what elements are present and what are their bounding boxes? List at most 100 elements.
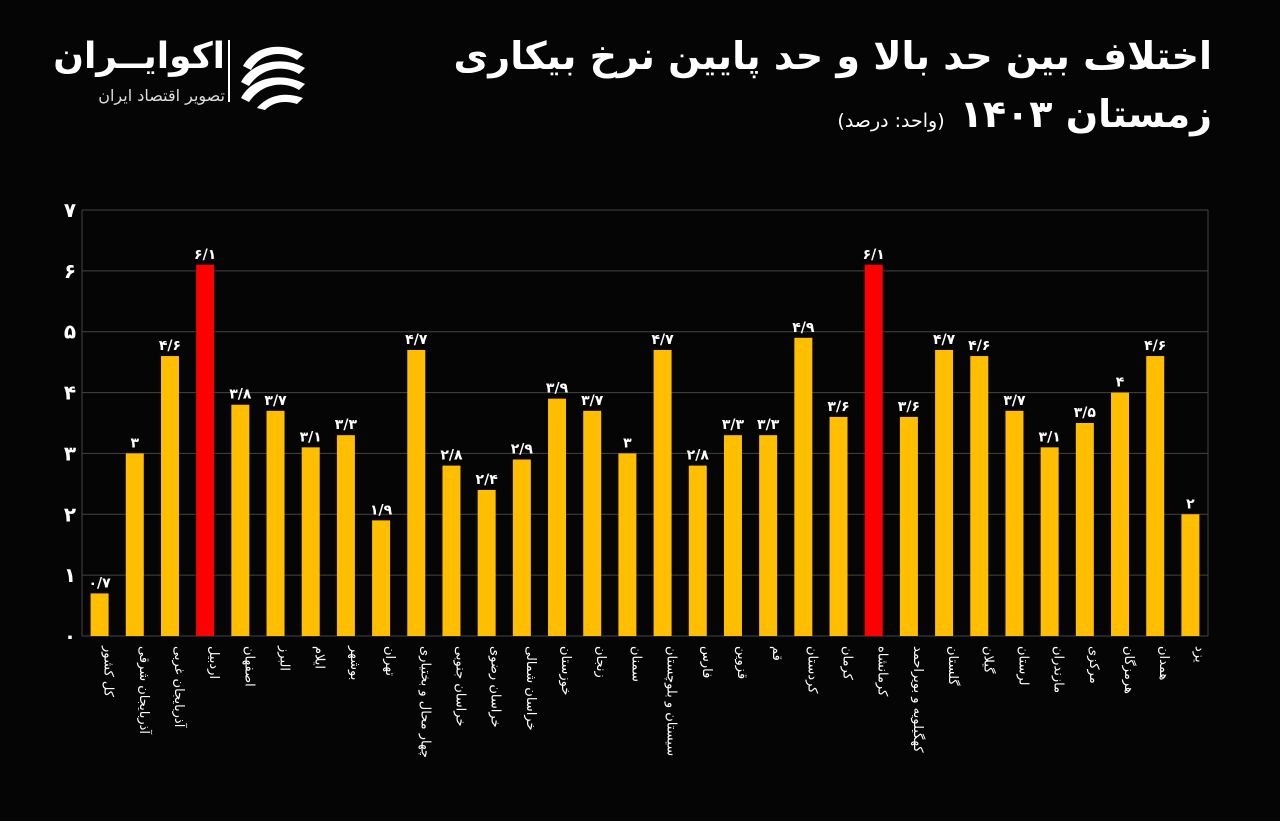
chart-title: اختلاف بین حد بالا و حد پایین نرخ بیکاری: [453, 34, 1212, 78]
data-label: ۳/۳: [335, 417, 358, 433]
bar: [1040, 447, 1059, 636]
bar: [125, 453, 144, 636]
bar: [794, 337, 813, 636]
data-label: ۲: [1186, 496, 1195, 512]
data-label: ۴/۹: [792, 320, 815, 336]
x-tick-label: همدان: [1156, 646, 1171, 680]
data-label: ۳/۸: [229, 387, 252, 403]
x-tick-label: ایلام: [312, 646, 327, 669]
data-label: ۴/۷: [405, 332, 428, 348]
bar: [899, 416, 918, 636]
data-label: ۴/۷: [651, 332, 674, 348]
bar: [266, 410, 285, 636]
y-tick-label: ۷: [64, 198, 76, 222]
x-tick-label: گلستان: [945, 646, 961, 686]
x-tick-label: تهران: [382, 646, 397, 676]
data-label: ۲/۸: [687, 448, 710, 464]
x-tick-label: چهار محال و بختیاری: [417, 646, 432, 758]
data-label: ۶/۱: [863, 247, 885, 263]
data-label: ۱/۹: [370, 502, 393, 518]
x-tick-label: یزد: [1191, 646, 1206, 663]
x-tick-label: قم: [769, 646, 784, 661]
y-tick-label: ۶: [64, 259, 76, 283]
bar: [688, 465, 707, 636]
logo-divider: [228, 40, 230, 102]
y-tick-label: ۳: [64, 441, 76, 465]
x-tick-label: آذربایجان شرقی: [136, 646, 153, 735]
data-label: ۳: [623, 435, 632, 451]
data-label: ۳/۶: [898, 399, 920, 415]
data-label: ۳/۷: [1003, 393, 1026, 409]
x-tick-label: سمنان: [628, 646, 643, 682]
y-tick-label: ۰: [64, 624, 76, 648]
x-tick-label: کرمان: [840, 646, 855, 681]
x-tick-label: مازندران: [1051, 646, 1066, 693]
bar: [759, 435, 778, 636]
data-label: ۳/۱: [300, 429, 322, 445]
data-label: ۴/۶: [1144, 338, 1166, 354]
x-tick-label: البرز: [277, 645, 292, 671]
data-label: ۴/۷: [933, 332, 956, 348]
bar: [196, 264, 215, 636]
x-tick-label: خوزستان: [558, 646, 573, 695]
data-label: ۲/۴: [476, 472, 499, 488]
data-label: ۴/۶: [968, 338, 990, 354]
brand-name: اکوایــران: [53, 36, 225, 77]
bar: [864, 264, 883, 636]
bar: [336, 435, 355, 636]
bar: [160, 356, 179, 636]
data-label: ۲/۸: [440, 448, 463, 464]
unit-label: (واحد: درصد): [837, 110, 945, 132]
bar: [231, 404, 250, 636]
data-label: ۳/۶: [827, 399, 849, 415]
bar: [1181, 514, 1200, 636]
x-tick-label: اصفهان: [241, 646, 256, 687]
bar: [301, 447, 320, 636]
x-tick-label: خراسان جنوبی: [452, 646, 467, 726]
x-tick-label: فارس: [699, 646, 714, 678]
data-label: ۳: [131, 435, 140, 451]
bar: [512, 459, 531, 636]
bar: [1005, 410, 1024, 636]
bar: [1111, 392, 1130, 636]
bar: [407, 349, 426, 636]
bar: [935, 349, 954, 636]
data-label: ۳/۱: [1039, 429, 1061, 445]
x-tick-label: اردبیل: [206, 646, 221, 679]
ecoiran-logo-icon: [241, 46, 305, 110]
bar: [90, 593, 109, 636]
bar: [477, 489, 496, 636]
subtitle-row: زمستان ۱۴۰۳ (واحد: درصد): [837, 92, 1212, 136]
x-tick-label: خراسان شمالی: [523, 646, 538, 731]
data-label: ۳/۷: [581, 393, 604, 409]
x-tick-label: خراسان رضوی: [488, 646, 503, 728]
x-tick-label: بوشهر: [347, 645, 362, 680]
bar: [723, 435, 742, 636]
data-label: ۴/۶: [159, 338, 181, 354]
bar: [1146, 356, 1165, 636]
data-label: ۳/۵: [1074, 405, 1097, 421]
bar: [1075, 423, 1094, 636]
bar: [653, 349, 672, 636]
bar: [372, 520, 391, 636]
bar: [970, 356, 989, 636]
x-tick-label: مرکزی: [1086, 646, 1101, 684]
y-tick-label: ۱: [64, 563, 76, 587]
brand-logo: اکوایــران تصویر اقتصاد ایران: [50, 34, 320, 114]
data-label: ۳/۷: [264, 393, 287, 409]
x-tick-label: کرمانشاه: [875, 646, 890, 697]
x-tick-label: آذربایجان غربی: [171, 646, 188, 729]
x-tick-label: زنجان: [593, 646, 608, 678]
bar: [548, 398, 567, 636]
x-tick-label: کردستان: [804, 646, 819, 694]
data-label: ۳/۳: [722, 417, 745, 433]
bar: [829, 416, 848, 636]
data-label: ۰/۷: [88, 575, 111, 591]
chart-subtitle: زمستان ۱۴۰۳: [959, 92, 1212, 136]
brand-tagline: تصویر اقتصاد ایران: [98, 86, 225, 105]
y-tick-label: ۵: [64, 320, 76, 344]
x-tick-label: سیستان و بلوچستان: [664, 646, 679, 756]
bar: [442, 465, 461, 636]
